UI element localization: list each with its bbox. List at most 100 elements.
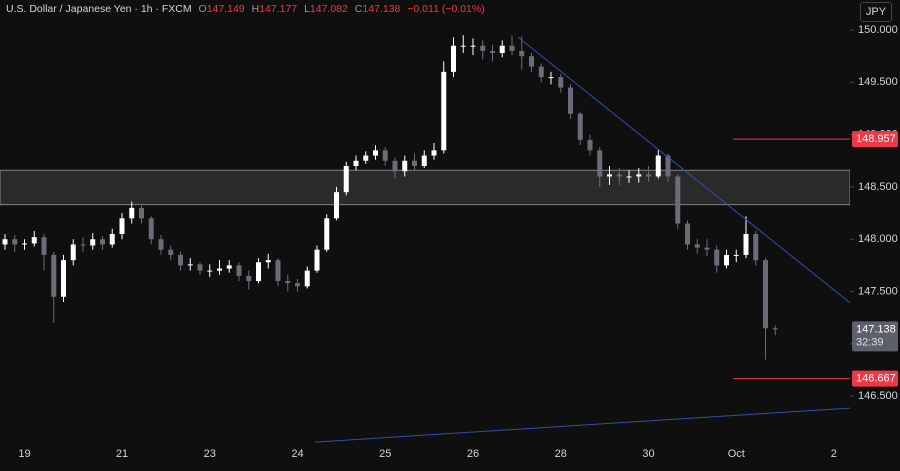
ohlc-key: L bbox=[304, 3, 310, 15]
candle-body bbox=[538, 66, 544, 78]
last-price-label: 147.138 bbox=[856, 323, 896, 335]
candle-body bbox=[168, 249, 174, 255]
candle-body bbox=[22, 243, 27, 245]
candle-body bbox=[197, 264, 203, 271]
candle-body bbox=[129, 207, 135, 219]
candle-body bbox=[470, 45, 476, 47]
candle-body bbox=[763, 260, 768, 329]
candle-body bbox=[226, 265, 232, 269]
candle-body bbox=[2, 239, 8, 245]
candle-body bbox=[724, 254, 729, 266]
candle-body bbox=[451, 45, 456, 72]
candle-body bbox=[90, 239, 96, 246]
trendline bbox=[517, 36, 850, 304]
candle-body bbox=[685, 223, 690, 245]
candle-body bbox=[31, 237, 37, 244]
currency-button[interactable]: JPY bbox=[860, 2, 892, 22]
candle-body bbox=[665, 155, 671, 177]
candle-body bbox=[519, 50, 525, 57]
y-tick-label: 150.000 bbox=[858, 24, 898, 36]
candle-body bbox=[12, 239, 18, 245]
candle-body bbox=[616, 174, 622, 177]
countdown: 32:39 bbox=[856, 336, 884, 348]
symbol-title: U.S. Dollar / Japanese Yen · 1h · FXCM bbox=[6, 3, 192, 15]
y-tick-label: 148.500 bbox=[858, 181, 898, 193]
y-tick-label: 149.500 bbox=[858, 76, 898, 88]
x-tick-label: 25 bbox=[379, 448, 391, 460]
candle-body bbox=[256, 262, 261, 282]
candle-body bbox=[568, 87, 573, 114]
x-tick-label: 19 bbox=[18, 448, 30, 460]
candle-body bbox=[577, 113, 583, 140]
candle-body bbox=[61, 260, 66, 297]
ohlc-value: 147.138 bbox=[362, 3, 401, 15]
ohlc-key: H bbox=[251, 3, 260, 15]
candle-body bbox=[772, 328, 778, 330]
candle-body bbox=[509, 45, 515, 51]
candle-body bbox=[480, 45, 486, 51]
candle-body bbox=[704, 247, 710, 250]
candle-body bbox=[178, 254, 183, 266]
x-tick-label: 28 bbox=[555, 448, 567, 460]
candle-body bbox=[51, 254, 57, 297]
plot-area bbox=[0, 35, 850, 443]
ohlc-value: 147.082 bbox=[309, 3, 348, 15]
candle-body bbox=[295, 283, 300, 287]
candle-body bbox=[392, 160, 398, 172]
candle-body bbox=[382, 150, 388, 161]
ohlc-key: C bbox=[354, 3, 363, 15]
candle-body bbox=[246, 275, 252, 282]
candle-body bbox=[363, 155, 369, 161]
price-axis: 146.500147.000147.500148.000148.500149.0… bbox=[850, 0, 900, 466]
ohlc-value: 147.177 bbox=[259, 3, 298, 15]
y-tick-label: 146.500 bbox=[858, 390, 898, 402]
symbol-header: U.S. Dollar / Japanese Yen · 1h · FXCM O… bbox=[6, 3, 485, 15]
level-label: 146.667 bbox=[856, 373, 896, 385]
candle-body bbox=[139, 207, 144, 219]
candle-body bbox=[373, 150, 378, 156]
candle-body bbox=[304, 270, 310, 287]
candle-body bbox=[412, 160, 417, 167]
candle-body bbox=[694, 244, 700, 248]
candle-body bbox=[743, 234, 749, 255]
candle-body bbox=[548, 77, 554, 79]
candle-body bbox=[421, 155, 427, 167]
candle-body bbox=[490, 50, 495, 54]
candle-body bbox=[441, 71, 447, 151]
x-tick-label: Oct bbox=[728, 448, 745, 460]
candle-body bbox=[587, 139, 593, 151]
candle-body bbox=[626, 176, 632, 178]
candle-body bbox=[733, 254, 739, 256]
candle-body bbox=[148, 218, 154, 240]
candle-body bbox=[207, 270, 213, 272]
candle-body bbox=[100, 239, 105, 245]
candle-body bbox=[187, 264, 193, 266]
x-tick-label: 30 bbox=[642, 448, 654, 460]
x-tick-label: 23 bbox=[204, 448, 216, 460]
axis-bg bbox=[850, 0, 900, 466]
y-tick-label: 147.500 bbox=[858, 285, 898, 297]
level-label-bg bbox=[852, 370, 898, 387]
candle-body bbox=[714, 249, 720, 266]
trendline bbox=[315, 407, 850, 443]
candle-body bbox=[499, 45, 505, 54]
candle-body bbox=[275, 260, 281, 282]
candle-body bbox=[402, 160, 408, 172]
candle-body bbox=[324, 218, 330, 250]
y-tick-label: 148.000 bbox=[858, 233, 898, 245]
x-tick-label: 21 bbox=[116, 448, 128, 460]
candle-body bbox=[655, 155, 661, 177]
x-tick-label: 24 bbox=[291, 448, 303, 460]
x-tick-label: 26 bbox=[467, 448, 479, 460]
candle-body bbox=[353, 160, 359, 167]
last-price-bg bbox=[852, 321, 898, 352]
candle-body bbox=[158, 239, 164, 250]
candle-body bbox=[236, 265, 242, 276]
candle-body bbox=[753, 234, 759, 261]
candle-body bbox=[343, 166, 349, 193]
candle-body bbox=[597, 150, 603, 177]
candle-body bbox=[646, 174, 651, 177]
candle-body bbox=[558, 77, 564, 88]
